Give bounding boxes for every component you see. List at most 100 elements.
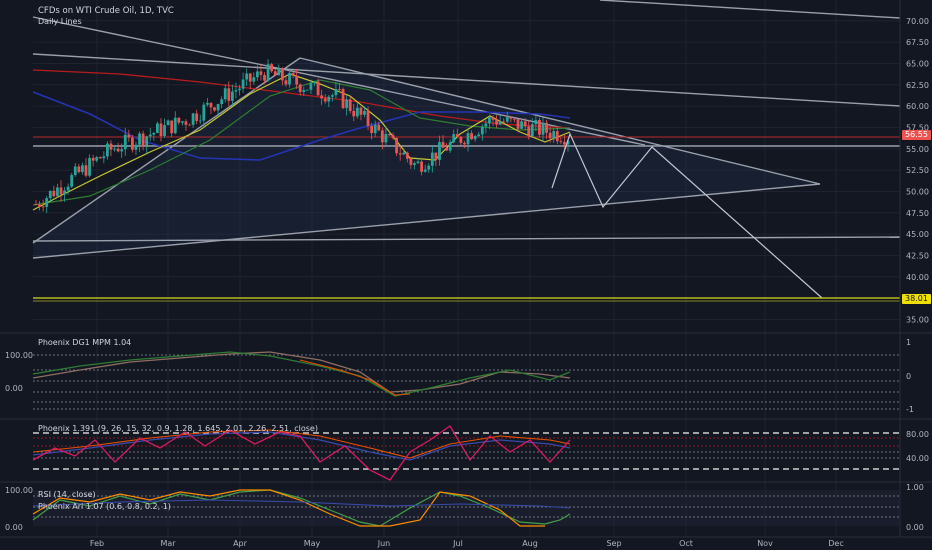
candle-body (284, 80, 288, 85)
candle-body (452, 134, 456, 143)
candle-body (523, 121, 527, 127)
candle-body (309, 83, 313, 90)
candle-body (516, 119, 520, 129)
month-tick-feb: Feb (90, 539, 104, 548)
rsi-blue (32, 499, 571, 509)
candle-body (120, 149, 124, 152)
triangle-right-edge (299, 57, 821, 185)
candle-body (398, 153, 402, 155)
rsi-left-tick-1: 0.00 (5, 523, 23, 532)
candle-body (163, 125, 166, 137)
month-tick-nov: Nov (757, 539, 773, 548)
candle-body (59, 187, 63, 195)
candle-body (95, 157, 99, 161)
candle-body (520, 121, 523, 129)
candle-body (420, 161, 424, 172)
candle-body (81, 165, 84, 173)
candle-body (509, 117, 513, 119)
candle-body (173, 117, 177, 134)
p1391-pane[interactable] (32, 425, 900, 481)
candle-body (427, 165, 431, 170)
candle-body (123, 134, 127, 150)
candle-body (441, 142, 445, 148)
candle-body (241, 79, 245, 89)
candle-body (238, 88, 241, 91)
candle-body (195, 113, 199, 121)
candle-body (480, 126, 484, 135)
axis-labels: 70.00 67.50 65.00 62.50 60.00 57.50 55.00 52.50… (5, 17, 929, 548)
p1391-pane-label: Phoenix 1.391 (9, 26, 15, 32, 0.9, 1.28,… (38, 424, 318, 433)
candle-body (170, 120, 174, 134)
candle-body (148, 134, 152, 137)
candle-body (216, 104, 220, 111)
month-tick-oct: Oct (679, 539, 693, 548)
dg1-pane[interactable] (32, 351, 900, 410)
candle-body (177, 117, 181, 123)
candle-body (259, 71, 263, 75)
candle-body (470, 133, 473, 140)
candle-body (155, 123, 159, 133)
candle-body (366, 110, 370, 126)
month-tick-sep: Sep (606, 539, 621, 548)
candle-body (66, 186, 70, 191)
candle-body (502, 121, 506, 123)
price-tick-6: 55.00 (906, 145, 929, 154)
candle-body (113, 148, 116, 150)
price-tick-4: 60.00 (906, 102, 929, 111)
candle-body (263, 74, 266, 81)
candle-body (413, 163, 416, 165)
candle-body (355, 107, 359, 117)
candle-body (106, 143, 109, 157)
candle-body (141, 133, 145, 146)
dg1-pane-label: Phoenix DG1 MPM 1.04 (38, 338, 132, 347)
candle-body (77, 166, 81, 173)
candle-body (34, 204, 38, 206)
candle-body (445, 147, 449, 151)
last-price-box: 56.55 (902, 130, 931, 140)
horizontal-45 (32, 236, 901, 242)
candle-body (227, 88, 231, 101)
candle-body (166, 120, 170, 126)
candle-body (84, 165, 88, 176)
candle-body (505, 117, 509, 122)
p1391-right-tick-1: 40.00 (906, 454, 929, 463)
candle-body (298, 84, 302, 92)
candle-body (534, 120, 538, 125)
candle-body (198, 120, 202, 122)
candle-body (488, 117, 491, 124)
candle-body (205, 102, 209, 105)
price-tick-9: 47.50 (906, 209, 929, 218)
candle-body (270, 64, 274, 72)
candle-body (545, 122, 548, 133)
long-descending-line (32, 53, 901, 107)
rsi-right-tick-0: 1.00 (906, 483, 924, 492)
candle-body (434, 152, 438, 160)
candle-body (291, 72, 295, 76)
candle-body (152, 132, 156, 135)
chart-title: CFDs on WTI Crude Oil, 1D, TVC (38, 6, 174, 16)
candle-body (209, 102, 213, 108)
price-tick-1: 67.50 (906, 38, 929, 47)
candle-body (484, 123, 488, 127)
candle-body (345, 99, 349, 109)
candle-body (273, 71, 277, 76)
candle-body (109, 143, 113, 150)
rsi-pane[interactable] (32, 489, 900, 527)
ari-pane-label: Phoenix Ari 1.07 (0.6, 0.8, 0.2, 1) (38, 502, 171, 511)
candle-body (373, 124, 377, 134)
price-tick-0: 70.00 (906, 17, 929, 26)
candle-body (191, 113, 195, 125)
price-tick-7: 52.50 (906, 166, 929, 175)
candle-body (384, 134, 388, 143)
candle-body (380, 130, 384, 143)
candle-body (184, 121, 188, 125)
candle-body (416, 161, 420, 164)
candle-body (255, 71, 259, 78)
candle-body (234, 90, 238, 92)
candle-body (295, 75, 299, 85)
candle-body (477, 134, 481, 137)
candle-body (548, 132, 552, 139)
candle-body (513, 118, 516, 120)
dg1-left-tick-0: 100.00 (5, 351, 33, 360)
